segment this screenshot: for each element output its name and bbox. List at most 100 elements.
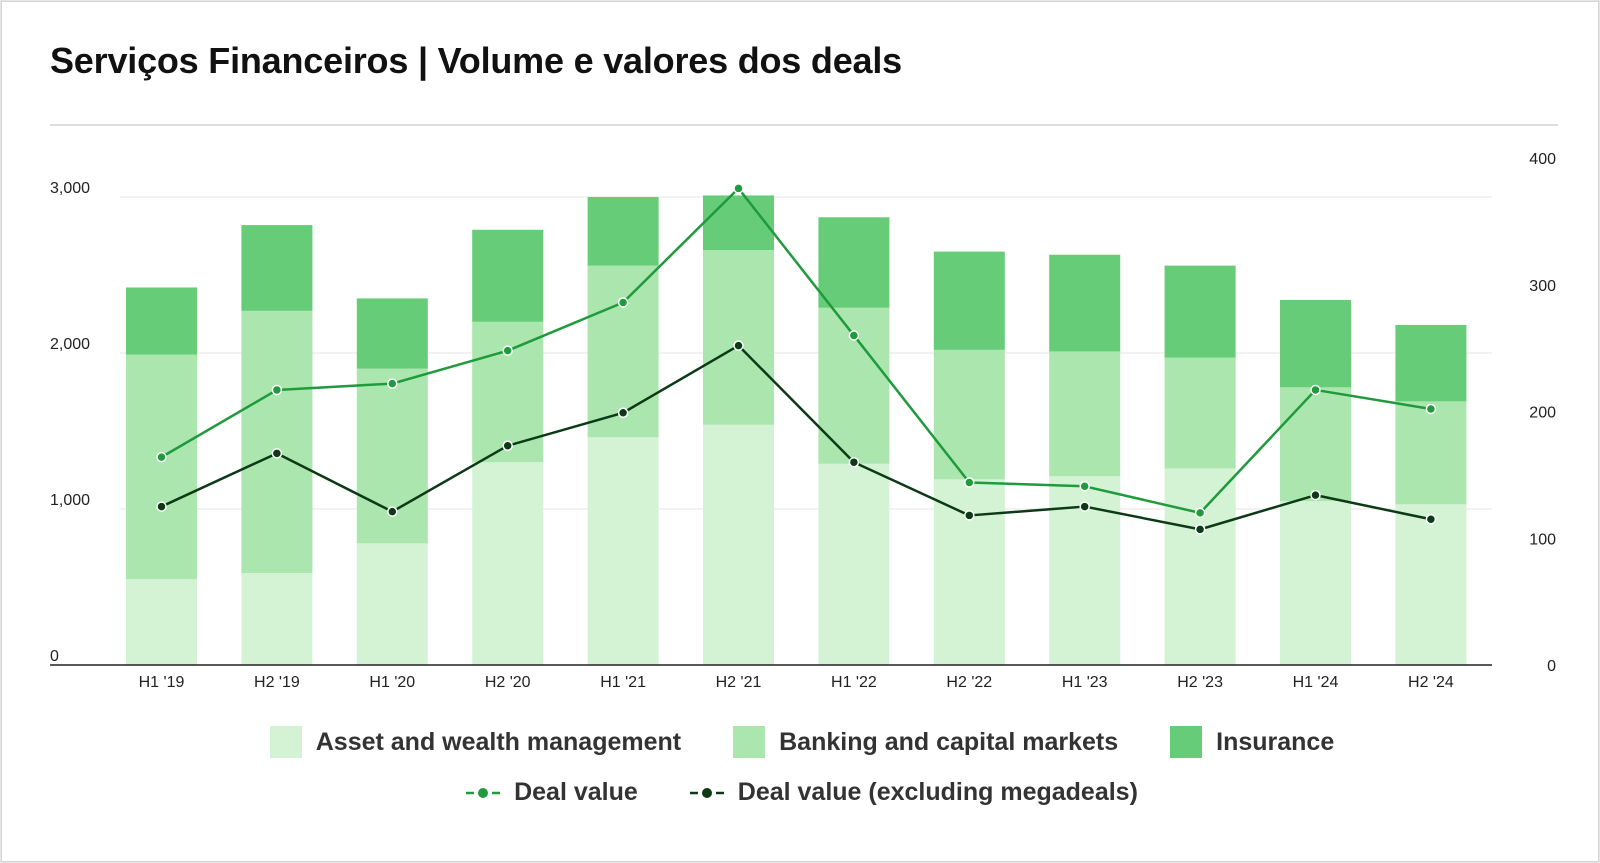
bar-insurance[interactable] (587, 197, 659, 266)
legend-label-deal-value-excl: Deal value (excluding megadeals) (737, 778, 1138, 806)
point-deal-value-excluding-megadeals[interactable] (387, 506, 398, 517)
bar-insurance[interactable] (241, 225, 313, 311)
bar-asset-and-wealth-management[interactable] (356, 543, 428, 665)
bar-banking-and-capital-markets[interactable] (703, 250, 774, 425)
bar-asset-and-wealth-management[interactable] (1280, 501, 1351, 665)
point-deal-value-excluding-megadeals[interactable] (848, 456, 860, 468)
bar-asset-and-wealth-management[interactable] (818, 463, 890, 665)
x-tick-label: H1 '22 (831, 674, 877, 691)
x-tick-label: H2 '24 (1408, 674, 1454, 691)
point-deal-value-excluding-megadeals[interactable] (156, 501, 167, 512)
y2-tick-label: 400 (1529, 151, 1556, 168)
bars (126, 195, 1467, 665)
legend-label-banking: Banking and capital markets (779, 727, 1119, 756)
bar-asset-and-wealth-management[interactable] (587, 437, 659, 665)
legend-item-deal-value-excl[interactable]: Deal value (excluding megadeals) (689, 778, 1138, 807)
legend-label-asset-wealth: Asset and wealth management (315, 727, 682, 756)
legend-item-insurance[interactable]: Insurance (1170, 726, 1334, 758)
bar-banking-and-capital-markets[interactable] (1395, 401, 1467, 505)
y-tick-label: 0 (50, 648, 59, 665)
x-tick-label: H2 '19 (254, 674, 300, 691)
bar-insurance[interactable] (703, 195, 774, 251)
point-deal-value-excluding-megadeals[interactable] (964, 510, 975, 521)
bar-insurance[interactable] (1280, 299, 1351, 388)
bar-asset-and-wealth-management[interactable] (703, 424, 774, 665)
x-tick-label: H1 '19 (139, 674, 185, 691)
point-deal-value[interactable] (387, 378, 398, 389)
point-deal-value[interactable] (1194, 507, 1206, 519)
line-deal-value (160, 187, 1432, 515)
y2-tick-label: 100 (1529, 531, 1556, 548)
bar-banking-and-capital-markets[interactable] (1164, 357, 1236, 469)
legend-swatch-insurance (1170, 726, 1203, 758)
x-tick-label: H2 '23 (1177, 674, 1223, 691)
bar-asset-and-wealth-management[interactable] (472, 462, 544, 665)
bar-insurance[interactable] (126, 287, 197, 355)
tick-labels: 0 1,000 2,000 3,000 0 100 200 300 400 H1 '19 H2 '1… (50, 151, 1556, 691)
bar-banking-and-capital-markets[interactable] (241, 310, 313, 573)
legend-key-deal-value-excl (689, 787, 724, 798)
bar-asset-and-wealth-management[interactable] (1164, 468, 1236, 665)
legend-key-deal-value (466, 787, 501, 798)
point-deal-value-excluding-megadeals[interactable] (1425, 513, 1437, 525)
x-tick-label: H1 '20 (369, 674, 415, 691)
chart-title: Serviços Financeiros | Volume e valores … (50, 40, 902, 81)
y2-tick-label: 300 (1529, 278, 1556, 295)
bar-insurance[interactable] (472, 229, 544, 322)
point-deal-value[interactable] (1310, 384, 1321, 396)
legend-lines: Deal value Deal value (excluding megadea… (2, 778, 1600, 807)
bar-banking-and-capital-markets[interactable] (1049, 351, 1121, 477)
legend-swatch-banking (733, 726, 766, 758)
x-tick-label: H2 '22 (946, 674, 992, 691)
legend-item-deal-value[interactable]: Deal value (466, 778, 638, 807)
y2-tick-label: 0 (1547, 658, 1556, 675)
bar-banking-and-capital-markets[interactable] (356, 368, 428, 544)
point-deal-value[interactable] (271, 384, 283, 396)
y-tick-label: 3,000 (50, 180, 90, 197)
point-deal-value[interactable] (156, 451, 167, 463)
bar-asset-and-wealth-management[interactable] (1395, 504, 1467, 665)
bar-insurance[interactable] (818, 217, 890, 308)
x-tick-label: H2 '20 (485, 674, 531, 691)
y-tick-label: 1,000 (50, 492, 90, 509)
bar-asset-and-wealth-management[interactable] (241, 572, 313, 665)
bar-insurance[interactable] (356, 298, 428, 369)
point-deal-value-excluding-megadeals[interactable] (1194, 524, 1206, 535)
legend-item-banking[interactable]: Banking and capital markets (733, 726, 1118, 758)
legend-label-insurance: Insurance (1216, 727, 1335, 756)
point-deal-value[interactable] (1425, 403, 1437, 415)
point-deal-value-excluding-megadeals[interactable] (271, 448, 283, 459)
point-deal-value-excluding-megadeals[interactable] (1079, 501, 1090, 512)
bar-asset-and-wealth-management[interactable] (126, 579, 197, 665)
point-deal-value[interactable] (848, 330, 860, 341)
bar-insurance[interactable] (933, 251, 1005, 350)
bar-banking-and-capital-markets[interactable] (126, 354, 197, 580)
legend-item-asset-wealth[interactable]: Asset and wealth management (269, 726, 682, 758)
bar-banking-and-capital-markets[interactable] (1280, 387, 1351, 502)
point-deal-value[interactable] (733, 183, 744, 194)
point-deal-value[interactable] (1079, 481, 1090, 492)
point-deal-value[interactable] (617, 297, 629, 308)
bar-insurance[interactable] (1049, 254, 1121, 352)
x-tick-label: H1 '24 (1293, 674, 1339, 691)
y2-tick-label: 200 (1529, 405, 1556, 422)
bar-banking-and-capital-markets[interactable] (933, 349, 1005, 480)
x-tick-label: H1 '21 (600, 674, 646, 691)
point-deal-value-excluding-megadeals[interactable] (1310, 489, 1321, 501)
title-divider (50, 124, 1558, 126)
legend-bars: Asset and wealth management Banking and … (2, 726, 1600, 758)
x-tick-label: H1 '23 (1062, 674, 1108, 691)
chart-plot: 0 1,000 2,000 3,000 0 100 200 300 400 H1 '19 H2 '1… (50, 151, 1556, 691)
bar-asset-and-wealth-management[interactable] (933, 479, 1005, 665)
bar-insurance[interactable] (1164, 265, 1236, 358)
gridlines (120, 196, 1492, 510)
point-deal-value[interactable] (964, 477, 975, 488)
y-tick-label: 2,000 (50, 336, 90, 353)
bar-insurance[interactable] (1395, 324, 1467, 402)
point-deal-value-excluding-megadeals[interactable] (733, 340, 744, 351)
point-deal-value-excluding-megadeals[interactable] (617, 407, 629, 419)
legend-swatch-asset-wealth (269, 726, 302, 758)
point-deal-value[interactable] (502, 345, 513, 356)
point-deal-value-excluding-megadeals[interactable] (502, 440, 513, 451)
